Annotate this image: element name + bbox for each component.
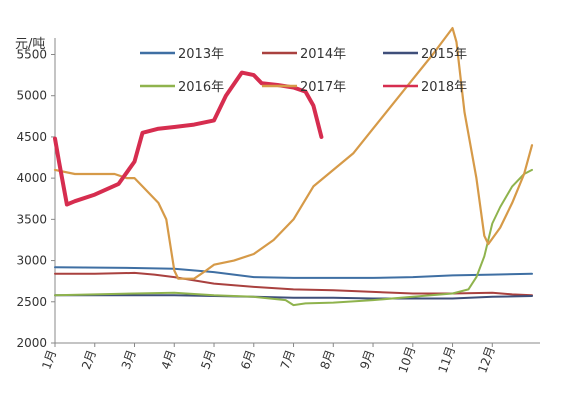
y-tick-label: 2000: [16, 336, 47, 350]
x-tick-label: 1月: [39, 348, 59, 371]
x-tick-label: 2月: [79, 348, 99, 371]
x-tick-label: 6月: [238, 348, 258, 371]
x-tick-label: 8月: [318, 348, 338, 371]
y-tick-label: 5000: [16, 89, 47, 103]
series-line-2014年: [54, 271, 533, 297]
y-tick-label: 4500: [16, 130, 47, 144]
legend-label: 2013年: [178, 47, 224, 62]
x-tick-label: 11月: [436, 344, 458, 374]
series-layer: [53, 27, 534, 307]
x-tick-label: 5月: [198, 348, 218, 371]
legend-label: 2017年: [300, 80, 346, 95]
y-tick-label: 3500: [16, 212, 47, 226]
y-axis-label: 元/吨: [15, 37, 45, 52]
x-tick-label: 9月: [357, 348, 377, 371]
y-tick-label: 5500: [16, 47, 47, 61]
x-axis: 1月 2月 3月 4月 5月 6月 7月 8月 9月 10月 11月 12月: [39, 342, 540, 375]
y-tick-label: 2500: [16, 295, 47, 309]
x-tick-label: 12月: [475, 344, 497, 374]
series-line-2017年: [53, 27, 534, 280]
series-line-2013年: [54, 266, 533, 279]
x-tick-label: 10月: [396, 344, 418, 374]
legend: 2013年 2014年 2015年 2016年 2017年 2018年: [140, 47, 467, 95]
x-tick-label: 3月: [119, 348, 139, 371]
y-tick-label: 3000: [16, 254, 47, 268]
series-line-2016年: [54, 168, 533, 307]
series-line-2015年: [54, 294, 533, 300]
y-axis: 2000 2500 3000 3500 4000 4500 5000 5500: [16, 38, 56, 350]
x-tick-label: 7月: [278, 348, 298, 371]
legend-label: 2014年: [300, 47, 346, 62]
legend-label: 2016年: [178, 80, 224, 95]
legend-label: 2018年: [421, 80, 467, 95]
y-tick-label: 4000: [16, 171, 47, 185]
x-tick-label: 4月: [159, 348, 179, 371]
legend-label: 2015年: [421, 47, 467, 62]
